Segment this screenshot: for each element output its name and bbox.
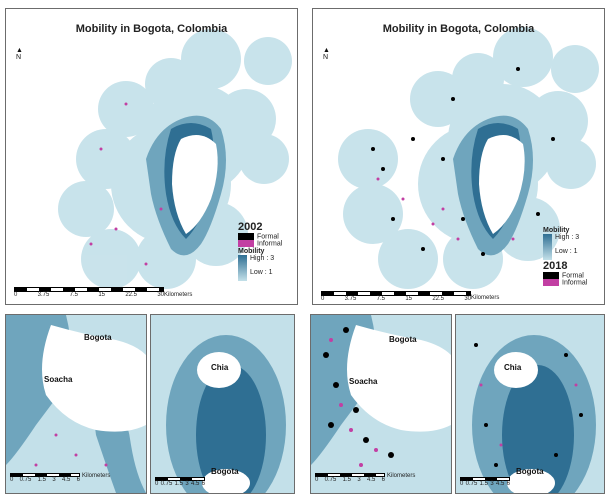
legend-low: Low : 1 [555,248,578,255]
place-label: Bogota [84,333,112,342]
legend-formal: Formal [257,233,279,241]
legend-year: 2002 [238,221,263,233]
map-2018: Mobility in Bogota, Colombia ▲ N Mobility… [312,8,605,305]
inset-soacha-2002: Bogota Soacha 0 0.75 1.5 3 4.5 6 Kilometers [5,314,147,494]
north-arrow-icon: ▲ N [16,47,23,61]
map-legend: Mobility High : 3 Low : 1 2018 Formal Inf… [543,227,587,287]
place-label: Soacha [349,377,378,386]
mobility-raster-2002 [58,29,292,289]
map-title: Mobility in Bogota, Colombia [75,23,228,35]
map-title: Mobility in Bogota, Colombia [382,23,535,35]
scale-bar: 0 3.75 7.5 15 22.5 30 [14,287,164,298]
legend-low: Low : 1 [250,268,273,276]
mobility-gradient [543,234,552,260]
scale-unit: Kilometers [82,473,111,479]
place-label: Bogota [211,467,239,476]
formal-swatch [238,233,254,240]
legend-informal: Informal [562,279,588,287]
inset-raster [151,315,294,493]
map-2002: Mobility in Bogota, Colombia ▲ N 2002 For… [5,8,298,305]
inset-raster [6,315,146,493]
place-label: Soacha [44,375,73,384]
informal-swatch [238,240,254,248]
legend-mobility-title: Mobility [543,227,570,234]
inset-raster [456,315,604,493]
informal-swatch [543,279,559,287]
north-arrow-icon: ▲ N [323,47,330,61]
scale-bar: 0 0.75 1.5 3 4.5 6 [315,473,385,483]
formal-swatch [543,272,559,279]
legend-high: High : 3 [250,254,275,262]
place-label: Bogota [389,335,417,344]
scale-bar: 0 0.75 1.5 3 4.5 6 [155,477,205,487]
mobility-raster-2018 [338,27,599,289]
mobility-gradient [238,254,247,281]
map-legend: 2002 Formal Informal Mobility High : 3 Lo… [238,221,282,281]
scale-unit: Kilometers [471,295,500,301]
legend-high: High : 3 [555,234,580,241]
legend-formal: Formal [562,272,584,280]
inset-raster [311,315,451,493]
place-label: Chia [504,363,522,372]
legend-mobility-title: Mobility [238,247,265,255]
scale-unit: Kilometers [164,292,193,298]
inset-chia-2002: Chia Bogota 0 0.75 1.5 3 4.5 6 [150,314,295,494]
inset-chia-2018: Chia Bogota 0 0.75 1.5 3 4.5 6 [455,314,605,494]
place-label: Chia [211,363,229,372]
scale-bar: 0 0.75 1.5 3 4.5 6 [10,473,80,483]
legend-informal: Informal [257,240,283,248]
scale-bar: 0 3.75 7.5 15 22.5 30 [321,291,471,302]
place-label: Bogota [516,467,544,476]
scale-bar: 0 0.75 1.5 3 4.5 6 [460,477,510,487]
inset-soacha-2018: Bogota Soacha 0 0.75 1.5 3 4.5 6 Kilometers [310,314,452,494]
legend-year: 2018 [543,260,568,272]
scale-unit: Kilometers [387,473,416,479]
